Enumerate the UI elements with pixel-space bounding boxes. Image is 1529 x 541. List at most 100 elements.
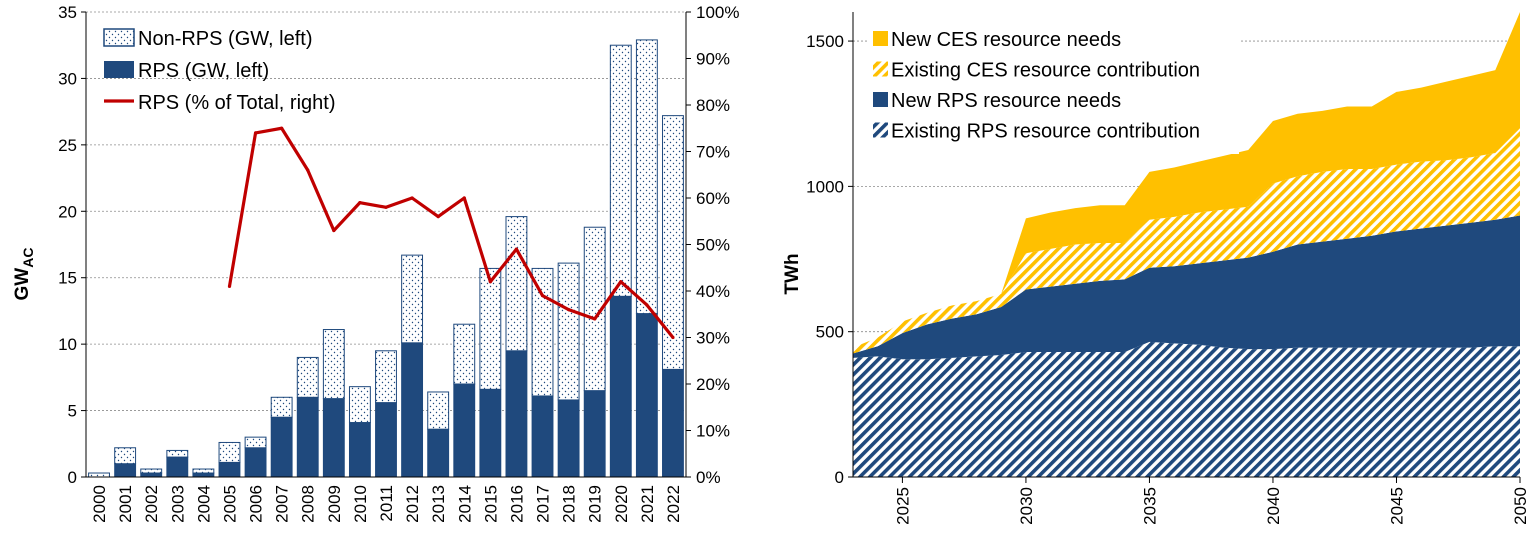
bar-rps (140, 472, 163, 478)
x-tick-label: 2022 (664, 485, 683, 523)
legend-swatch-rps (104, 61, 134, 78)
bar-rps (479, 388, 502, 478)
bar-rps (192, 472, 215, 478)
x-tick-label: 2045 (1387, 487, 1406, 525)
line-point (540, 294, 545, 298)
y-axis-title: TWh (782, 253, 803, 294)
left-axes: 0 5 10 15 20 25 30 35 0% 10% 20% 30% 40% 50% 60% 70% 80%… (12, 3, 739, 523)
bar-non-rps (662, 115, 684, 370)
x-tick-label: 2040 (1264, 487, 1283, 525)
bar-rps (505, 350, 528, 478)
x-tick-label: 2035 (1140, 487, 1159, 525)
x-tick-label: 2007 (273, 485, 292, 523)
bar-non-rps (401, 254, 424, 344)
x-tick-label: 2000 (90, 485, 109, 523)
y2-tick-label: 20% (696, 375, 730, 394)
y2-tick-label: 90% (696, 50, 730, 69)
y-tick-label: 10 (58, 335, 77, 354)
bar-rps (218, 461, 241, 478)
bar-non-rps (479, 267, 502, 390)
line-point (645, 303, 649, 307)
y-tick-label: 1500 (806, 32, 844, 51)
bar-rps (609, 295, 632, 478)
line-point (593, 317, 597, 321)
x-tick-label: 2013 (429, 485, 448, 523)
bar-non-rps (375, 350, 397, 404)
y-tick-label: 20 (58, 202, 77, 221)
left-bars (88, 39, 684, 478)
x-tick-label: 2050 (1511, 487, 1529, 525)
bar-non-rps (114, 447, 137, 465)
legend-label-new-rps: New RPS resource needs (891, 90, 1121, 112)
x-tick-label: 2025 (893, 487, 912, 525)
y-tick-label: 5 (68, 402, 77, 421)
area-existing-ces (853, 128, 1520, 354)
y-axis-title-sub: AC (20, 248, 36, 268)
bar-non-rps (348, 386, 371, 424)
x-tick-label: 2030 (1017, 487, 1036, 525)
bar-rps (348, 422, 371, 478)
left-chart: 0 5 10 15 20 25 30 35 0% 10% 20% 30% 40% 50% 60% 70% 80%… (12, 3, 739, 523)
bar-rps (244, 447, 267, 478)
y-axis-title: GWAC (12, 248, 36, 301)
bar-non-rps (427, 391, 450, 430)
bar-non-rps (583, 226, 606, 392)
line-point (358, 201, 362, 205)
x-tick-label: 2018 (560, 485, 579, 523)
bar-non-rps (609, 44, 632, 297)
y2-tick-label: 10% (696, 422, 730, 441)
bar-rps (453, 383, 476, 478)
area-existing-rps (853, 341, 1520, 477)
right-axes: 0 500 1000 1500 2025 2030 2035 2040 2045 2050 TWh (782, 12, 1529, 525)
y2-tick-label: 0% (696, 468, 721, 487)
legend-swatch-non-rps (103, 28, 135, 47)
bar-rps (662, 368, 684, 478)
bar-non-rps (505, 216, 528, 352)
line-point (671, 335, 675, 340)
line-point (306, 168, 310, 172)
line-point (384, 205, 388, 209)
right-areas (853, 12, 1520, 477)
bar-non-rps (557, 262, 580, 401)
line-point (488, 280, 492, 284)
bar-rps (583, 390, 606, 478)
line-point (253, 131, 258, 135)
y-tick-label: 35 (58, 3, 77, 22)
line-point (436, 215, 440, 219)
x-tick-label: 2002 (142, 485, 161, 523)
x-tick-label: 2009 (325, 485, 344, 523)
legend-swatch-new-ces (873, 31, 888, 46)
bar-rps (401, 342, 424, 478)
y2-tick-label: 100% (696, 3, 739, 22)
x-tick-label: 2020 (612, 485, 631, 523)
x-tick-label: 2015 (481, 485, 500, 523)
left-legend: Non-RPS (GW, left) RPS (GW, left) RPS (% o… (103, 28, 335, 114)
y-tick-label: 1000 (806, 177, 844, 196)
line-point (619, 280, 623, 284)
y2-tick-label: 60% (696, 189, 730, 208)
left-gridlines (86, 11, 686, 411)
x-tick-label: 2016 (507, 485, 526, 523)
area-new-ces (853, 12, 1520, 348)
bar-non-rps (635, 39, 658, 315)
bar-rps (635, 313, 658, 478)
line-point (280, 126, 284, 130)
bar-rps (531, 395, 554, 478)
line-point (462, 196, 466, 200)
legend-label-new-ces: New CES resource needs (891, 29, 1121, 51)
bar-non-rps (88, 472, 110, 478)
line-point (410, 196, 414, 200)
x-tick-label: 2011 (377, 485, 396, 522)
bar-rps (427, 428, 450, 478)
bar-rps (322, 398, 345, 478)
legend-label-rps: RPS (GW, left) (138, 60, 269, 82)
line-point (332, 228, 336, 233)
bar-rps (557, 399, 580, 478)
bar-rps (166, 456, 189, 478)
bar-rps (114, 463, 137, 478)
bar-non-rps (192, 468, 215, 474)
bar-non-rps (322, 329, 345, 400)
y2-tick-label: 80% (696, 96, 730, 115)
y-tick-label: 0 (835, 468, 844, 487)
x-tick-label: 2010 (351, 485, 370, 523)
